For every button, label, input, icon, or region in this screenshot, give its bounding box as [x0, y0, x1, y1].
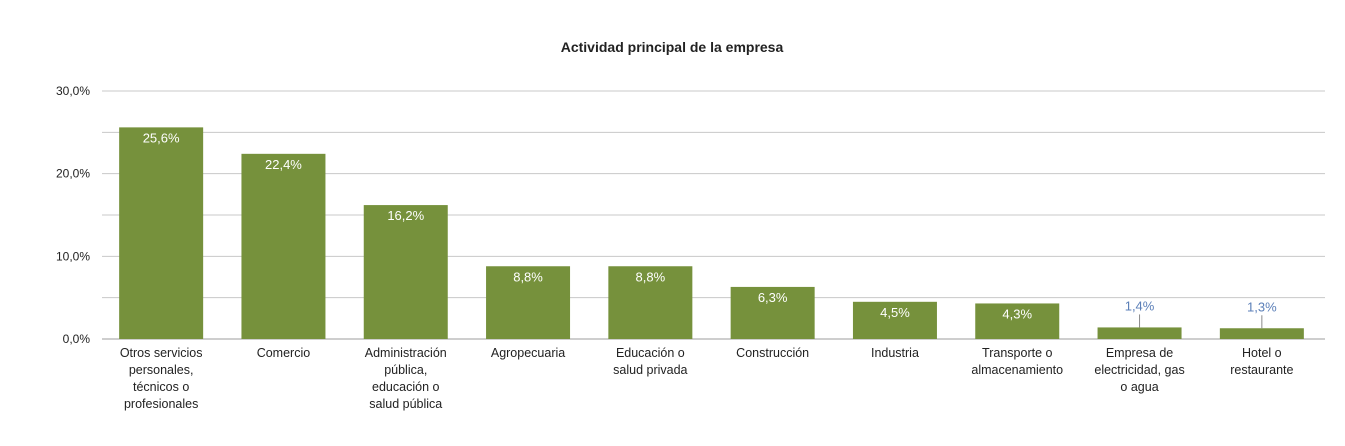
- bar: [119, 127, 204, 339]
- bar: [363, 205, 448, 339]
- x-tick-label: Administración pública, educación o salud p…: [365, 346, 447, 411]
- bar: [1219, 328, 1304, 339]
- bar: [241, 153, 326, 339]
- x-tick-label: Hotel o restaurante: [1230, 346, 1293, 377]
- x-tick-label: Empresa de electricidad, gas o agua: [1094, 346, 1184, 394]
- y-axis-ticks: 0,0% 10,0% 20,0% 30,0%: [56, 84, 90, 346]
- x-tick-label: Educación o salud privada: [613, 346, 687, 377]
- data-label: 4,5%: [880, 305, 910, 320]
- bar: [486, 266, 571, 339]
- bar: [975, 303, 1060, 339]
- x-axis-labels: Otros servicios personales, técnicos o prof…: [120, 346, 1294, 411]
- data-label: 16,2%: [387, 208, 424, 223]
- bar: [852, 301, 937, 339]
- x-tick-label: Transporte o almacenamiento: [971, 346, 1063, 377]
- x-tick-label: Construcción: [736, 346, 809, 360]
- data-label: 22,4%: [265, 157, 302, 172]
- x-tick-label: Comercio: [257, 346, 311, 360]
- x-tick-label: Industria: [871, 346, 919, 360]
- data-label: 8,8%: [513, 269, 543, 284]
- data-label: 4,3%: [1002, 306, 1032, 321]
- bars: [119, 127, 1304, 339]
- data-label: 8,8%: [636, 269, 666, 284]
- data-label: 1,4%: [1125, 298, 1155, 313]
- x-tick-label: Otros servicios personales, técnicos o prof…: [120, 346, 203, 411]
- y-tick-label: 10,0%: [56, 249, 90, 263]
- data-label: 25,6%: [143, 130, 180, 145]
- bar: [608, 266, 693, 339]
- y-tick-label: 0,0%: [63, 332, 91, 346]
- bar: [1097, 327, 1182, 339]
- data-label: 6,3%: [758, 290, 788, 305]
- bar: [730, 286, 815, 339]
- data-labels: 25,6% 22,4% 16,2% 8,8% 8,8% 6,3% 4,5% 4,3% 1,4% 1…: [143, 130, 1277, 329]
- y-tick-label: 30,0%: [56, 84, 90, 98]
- chart-title: Actividad principal de la empresa: [561, 39, 784, 55]
- data-label: 1,3%: [1247, 299, 1277, 314]
- y-tick-label: 20,0%: [56, 167, 90, 181]
- x-tick-label: Agropecuaria: [491, 346, 565, 360]
